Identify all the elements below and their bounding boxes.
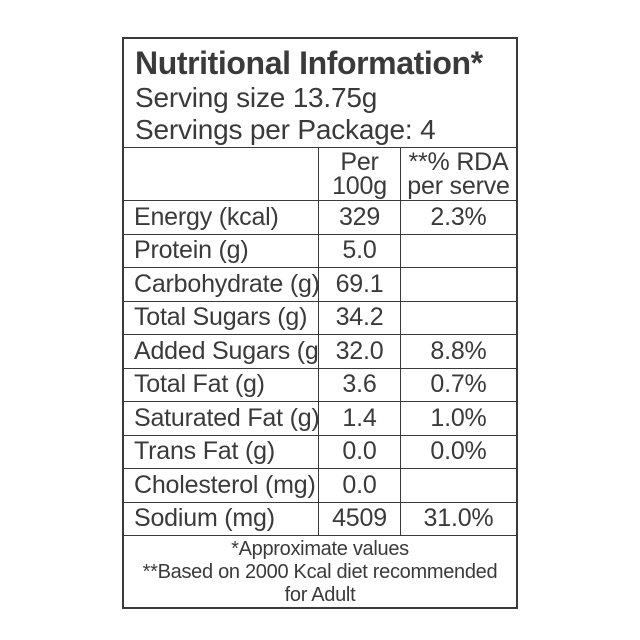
rda-per-serve-value: 0.0% — [400, 435, 516, 468]
nutrient-label: Trans Fat (g) — [134, 437, 275, 466]
table-row: Sodium (mg) 4509 31.0% — [124, 501, 516, 535]
per-100g-value: 0.0 — [318, 469, 400, 502]
footnote-rda-basis: **Based on 2000 Kcal diet recommended — [142, 561, 498, 583]
per-100g-value: 69.1 — [318, 268, 400, 301]
nutrient-label: Total Fat (g) — [134, 370, 265, 399]
nutrient-label: Carbohydrate (g) — [134, 269, 318, 298]
table-row: Total Sugars (g) 34.2 — [124, 300, 516, 334]
nutrient-label: Protein (g) — [134, 236, 249, 265]
serving-size-text: Serving size 13.75g — [135, 82, 378, 113]
nutrient-label: Energy (kcal) — [134, 202, 279, 231]
table-row: Carbohydrate (g) 69.1 — [124, 267, 516, 301]
rda-per-serve-value: 8.8% — [400, 335, 516, 368]
table-row: Saturated Fat (g) 1.4 1.0% — [124, 401, 516, 435]
per-100g-value: 32.0 — [318, 335, 400, 368]
table-title: Nutritional Information* — [135, 45, 483, 81]
table-row: Added Sugars (g) 32.0 8.8% — [124, 334, 516, 368]
per-100g-value: 329 — [318, 201, 400, 234]
rda-per-serve-value — [400, 234, 516, 267]
table-row: Protein (g) 5.0 — [124, 233, 516, 267]
per-100g-value: 34.2 — [318, 301, 400, 334]
rda-header-line1: **% RDA — [408, 148, 509, 176]
rda-per-serve-value: 0.7% — [400, 368, 516, 401]
per-100g-value: 0.0 — [318, 435, 400, 468]
rda-per-serve-value: 31.0% — [400, 502, 516, 535]
table-rows: Energy (kcal) 329 2.3% Protein (g) 5.0 C… — [124, 200, 516, 535]
rda-per-serve-value — [400, 469, 516, 502]
nutrient-label: Total Sugars (g) — [134, 303, 308, 332]
nutrient-label: Saturated Fat (g) — [134, 403, 318, 432]
column-header-blank — [124, 148, 318, 200]
nutrient-label: Cholesterol (mg) — [134, 470, 316, 499]
column-header-per-100g: Per 100g — [318, 148, 400, 200]
column-header-rda: **% RDA per serve — [400, 148, 516, 200]
table-row: Energy (kcal) 329 2.3% — [124, 200, 516, 234]
table-footnotes: *Approximate values **Based on 2000 Kcal… — [124, 535, 516, 607]
per-100g-value: 5.0 — [318, 234, 400, 267]
rda-header-line2: per serve — [407, 172, 510, 200]
nutrient-label: Added Sugars (g) — [134, 336, 318, 365]
per-100g-header-line1: Per — [340, 148, 379, 176]
table-header: Nutritional Information* Serving size 13… — [124, 39, 516, 147]
column-header-row: Per 100g **% RDA per serve — [124, 147, 516, 200]
footnote-rda-basis-continued: for Adult — [284, 584, 356, 606]
nutrition-table: Nutritional Information* Serving size 13… — [122, 37, 518, 609]
rda-per-serve-value: 2.3% — [400, 201, 516, 234]
rda-per-serve-value — [400, 301, 516, 334]
servings-per-package-text: Servings per Package: 4 — [135, 114, 436, 145]
rda-per-serve-value: 1.0% — [400, 402, 516, 435]
rda-per-serve-value — [400, 268, 516, 301]
table-row: Trans Fat (g) 0.0 0.0% — [124, 434, 516, 468]
per-100g-header-line2: 100g — [332, 172, 387, 200]
per-100g-value: 3.6 — [318, 368, 400, 401]
table-row: Total Fat (g) 3.6 0.7% — [124, 367, 516, 401]
per-100g-value: 1.4 — [318, 402, 400, 435]
per-100g-value: 4509 — [318, 502, 400, 535]
nutrient-label: Sodium (mg) — [134, 504, 275, 533]
footnote-approximate-values: *Approximate values — [231, 538, 409, 560]
table-row: Cholesterol (mg) 0.0 — [124, 468, 516, 502]
